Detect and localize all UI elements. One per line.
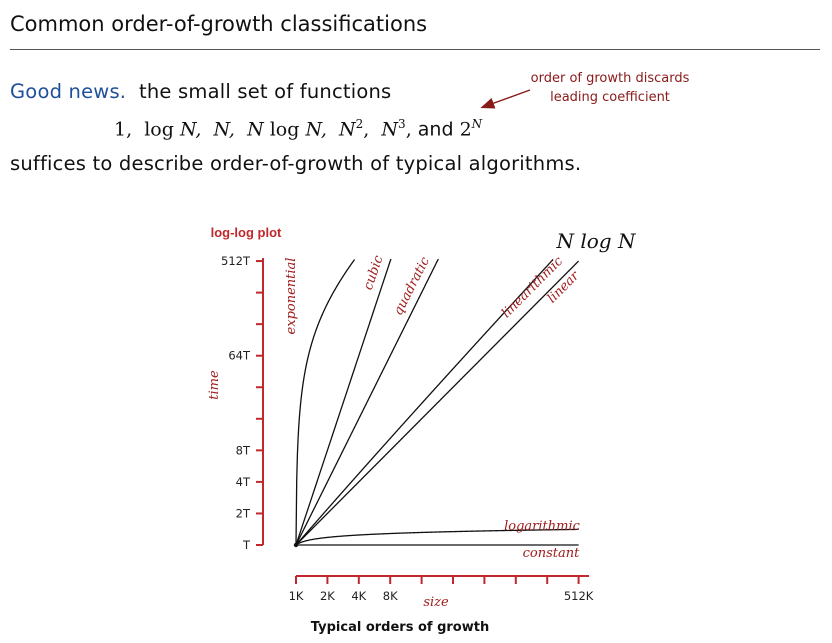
label-quadratic: quadratic [391, 254, 433, 318]
x-axis-label: size [423, 595, 449, 610]
fn-exp-exp: N [471, 117, 483, 131]
label-exponential: exponential [284, 258, 299, 335]
functions-list: 1, log N, N, N log N, N2, N3, and 2N [114, 117, 482, 140]
y-tick-label: 64T [228, 349, 251, 363]
y-tick-label: 4T [236, 475, 251, 489]
intro-line: Good news. the small set of functions [10, 80, 391, 103]
annotation-note: order of growth discards leading coeffic… [510, 69, 710, 107]
x-tick-label: 512K [564, 589, 594, 603]
note-line-2: leading coefficient [550, 90, 670, 105]
y-tick-label: 2T [236, 506, 251, 520]
chart-caption: Typical orders of growth [310, 620, 490, 635]
series-logarithmic [295, 528, 579, 546]
intro-text: the small set of functions [139, 80, 392, 103]
y-tick-label: 512T [221, 254, 251, 268]
origin-point [293, 542, 299, 548]
x-tick-label: 4K [351, 589, 366, 603]
y-axis-label: time [207, 370, 222, 400]
fn-logN-var: N, [179, 118, 202, 141]
y-tick-label: T [242, 538, 251, 552]
x-tick-label: 2K [320, 589, 335, 603]
chart-title: log-log plot [211, 225, 282, 240]
fn-n3-comma: , [405, 118, 412, 141]
summary-line: suffices to describe order-of-growth of … [10, 152, 582, 175]
series-linearithmic [295, 258, 554, 546]
fn-N: N, [213, 118, 235, 141]
fn-n2-base: N [339, 118, 356, 141]
good-news-label: Good news. [10, 80, 127, 103]
fn-and: and [417, 118, 454, 141]
title-divider [10, 49, 820, 50]
series-cubic [295, 258, 392, 546]
fn-exp-base: 2 [459, 118, 472, 141]
y-tick-label: 8T [236, 443, 251, 457]
fn-nlogn-var: N, [305, 118, 327, 141]
fn-one: 1, [114, 118, 133, 141]
note-line-1: order of growth discards [530, 71, 690, 86]
fn-nlogn-n: N [247, 118, 264, 141]
nlogn-big-label: N log N [556, 229, 637, 253]
x-tick-label: 8K [383, 589, 398, 603]
series-quadratic [295, 258, 439, 546]
annotation-arrow [480, 89, 531, 109]
series-linear [295, 260, 580, 546]
series-exponential [295, 259, 356, 546]
page-title: Common order-of-growth classifications [10, 12, 428, 36]
fn-nlogn-log: log [269, 118, 300, 141]
label-logarithmic: logarithmic [504, 519, 581, 534]
fn-n3-base: N [381, 118, 399, 141]
label-constant: constant [523, 546, 580, 561]
fn-n2-exp: 2 [355, 117, 364, 131]
fn-n2-comma: , [363, 118, 370, 141]
label-cubic: cubic [361, 253, 387, 292]
x-tick-label: 1K [289, 589, 304, 603]
fn-log-word: log [144, 118, 174, 141]
fn-n3-exp: 3 [398, 117, 406, 131]
